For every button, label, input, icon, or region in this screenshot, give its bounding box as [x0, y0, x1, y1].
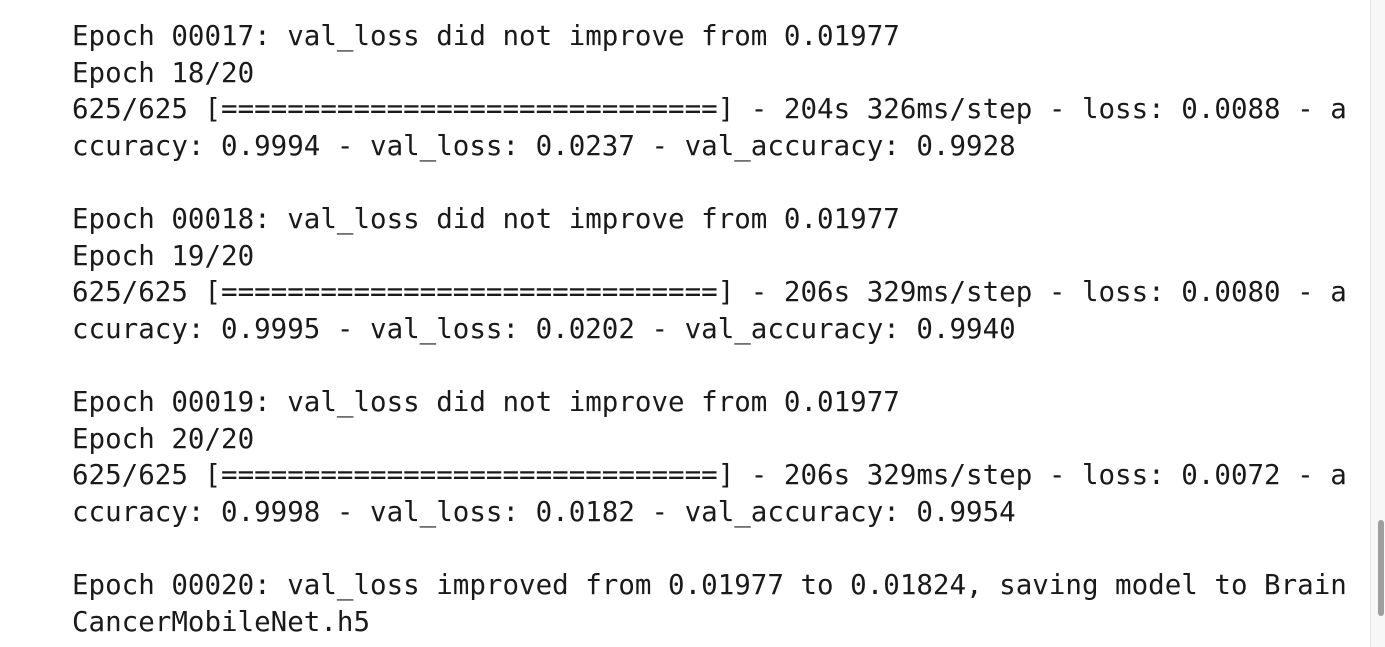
output-line: Epoch 19/20 [72, 239, 255, 272]
output-line: CancerMobileNet.h5 [72, 605, 371, 638]
output-line: Epoch 18/20 [72, 56, 255, 89]
output-line: Epoch 00017: val_loss did not improve fr… [72, 20, 900, 52]
output-line: Epoch 00018: val_loss did not improve fr… [72, 202, 900, 235]
output-line: Epoch 00019: val_loss did not improve fr… [72, 385, 900, 418]
vertical-scrollbar[interactable] [1370, 0, 1385, 647]
output-line: 625/625 [==============================]… [72, 276, 1347, 309]
output-line: ccuracy: 0.9994 - val_loss: 0.0237 - val… [72, 129, 1016, 162]
scrollbar-thumb[interactable] [1378, 520, 1384, 616]
blank-line [72, 530, 1372, 567]
output-line: 625/625 [==============================]… [72, 93, 1347, 126]
output-line: Epoch 00020: val_loss improved from 0.01… [72, 568, 1347, 601]
output-line: Epoch 20/20 [72, 422, 255, 455]
output-line: ccuracy: 0.9995 - val_loss: 0.0202 - val… [72, 312, 1016, 345]
output-line: 625/625 [==============================]… [72, 459, 1347, 492]
blank-line [72, 347, 1372, 384]
blank-line [72, 164, 1372, 201]
cell-output: Epoch 00017: val_loss did not improve fr… [72, 18, 1372, 640]
output-line: ccuracy: 0.9998 - val_loss: 0.0182 - val… [72, 495, 1016, 528]
